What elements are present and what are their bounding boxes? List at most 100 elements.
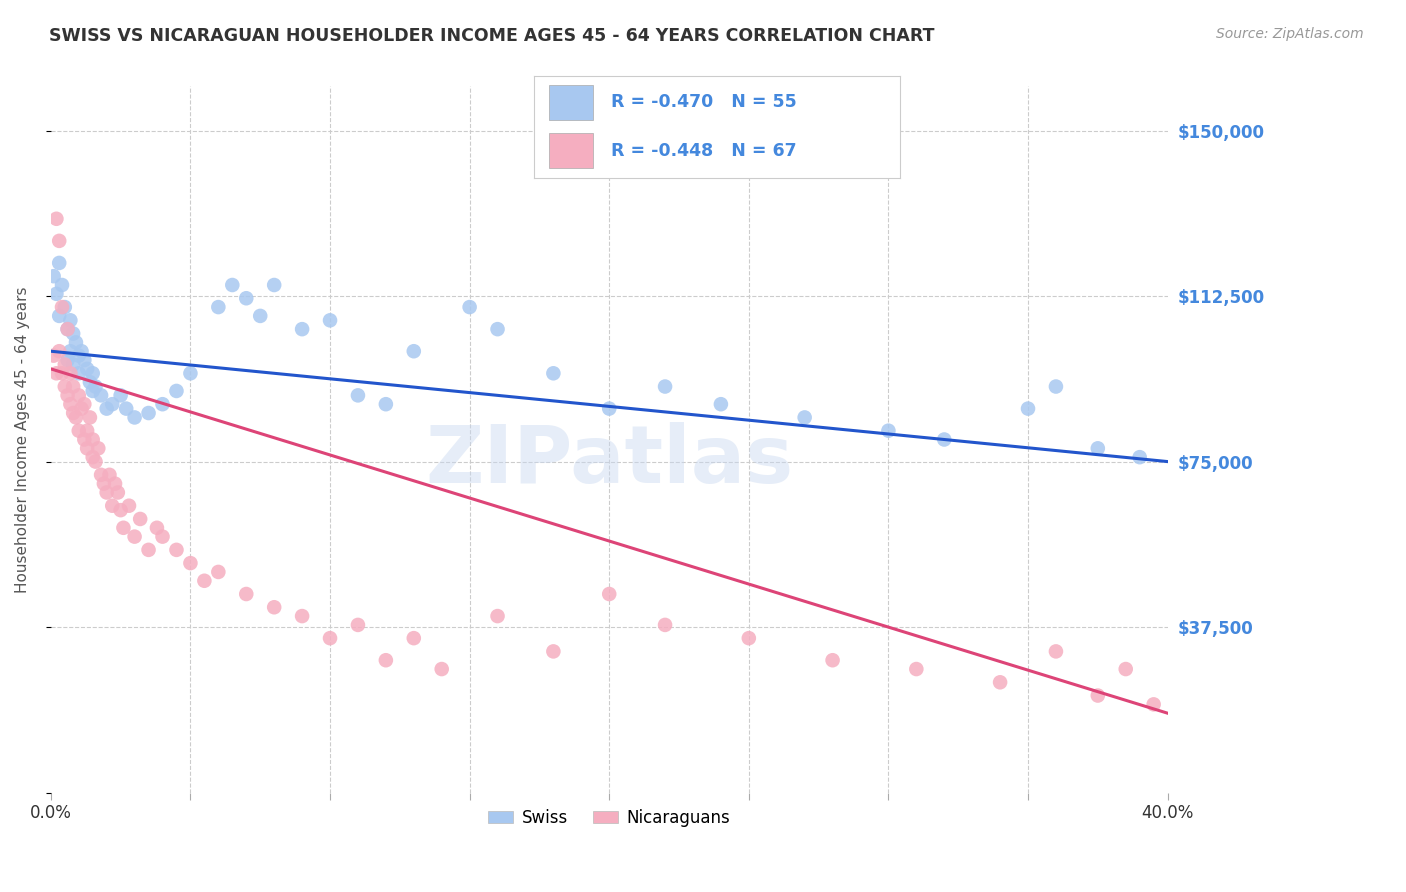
Point (821, 653, 844, 667)
Point (56, 322, 79, 336)
Point (374, 653, 396, 667)
Point (67, 366, 90, 380)
Point (48, 309, 70, 323)
Text: SWISS VS NICARAGUAN HOUSEHOLDER INCOME AGES 45 - 64 YEARS CORRELATION CHART: SWISS VS NICARAGUAN HOUSEHOLDER INCOME A… (49, 27, 935, 45)
Point (598, 401, 620, 416)
Point (152, 530, 174, 544)
Point (221, 278, 243, 293)
Point (543, 366, 565, 380)
Point (48, 256, 70, 270)
Bar (548, 133, 593, 168)
Text: ZIPatlas: ZIPatlas (425, 422, 793, 500)
Point (82, 433, 104, 447)
Point (430, 662, 453, 676)
Point (48, 234, 70, 248)
Point (207, 565, 229, 579)
Point (654, 379, 676, 393)
Point (118, 499, 141, 513)
Point (402, 631, 425, 645)
Point (82, 384, 104, 398)
Point (62, 406, 84, 420)
Point (51, 278, 73, 293)
Point (65, 335, 87, 350)
Point (73, 397, 96, 411)
Point (207, 300, 229, 314)
Point (319, 313, 342, 327)
Point (107, 485, 129, 500)
Point (110, 388, 132, 402)
Point (104, 476, 127, 491)
Point (101, 397, 124, 411)
Point (710, 397, 733, 411)
Point (129, 512, 152, 526)
Point (87, 442, 110, 456)
Point (76, 424, 98, 438)
Point (193, 574, 215, 588)
Point (45, 211, 67, 226)
Point (96, 485, 118, 500)
Point (90, 388, 112, 402)
Point (263, 278, 285, 293)
Point (934, 433, 956, 447)
Point (79, 375, 101, 389)
Point (347, 618, 370, 632)
Point (1045, 379, 1067, 393)
Point (1129, 450, 1152, 465)
Bar (548, 85, 593, 120)
Point (98, 467, 121, 482)
Point (1017, 401, 1039, 416)
Point (458, 300, 481, 314)
Point (42, 269, 65, 284)
Point (79, 410, 101, 425)
Point (877, 424, 900, 438)
Point (82, 366, 104, 380)
Point (45, 366, 67, 380)
Point (235, 587, 257, 601)
Point (179, 556, 201, 570)
Text: Source: ZipAtlas.com: Source: ZipAtlas.com (1216, 27, 1364, 41)
Point (59, 313, 82, 327)
Point (62, 326, 84, 341)
Point (263, 600, 285, 615)
Point (67, 388, 90, 402)
Point (124, 410, 146, 425)
Point (82, 450, 104, 465)
Point (146, 521, 169, 535)
Point (124, 530, 146, 544)
Point (59, 344, 82, 359)
Point (53, 379, 76, 393)
Point (45, 286, 67, 301)
Point (51, 300, 73, 314)
Point (654, 618, 676, 632)
Point (70, 344, 93, 359)
Point (84, 454, 107, 468)
Point (235, 291, 257, 305)
Point (988, 675, 1011, 690)
Point (76, 362, 98, 376)
Point (62, 379, 84, 393)
Point (166, 542, 188, 557)
Point (374, 397, 396, 411)
Point (319, 631, 342, 645)
Point (67, 424, 90, 438)
Point (179, 366, 201, 380)
Point (249, 309, 271, 323)
Point (65, 410, 87, 425)
Point (347, 388, 370, 402)
Point (1115, 662, 1137, 676)
Point (56, 388, 79, 402)
Point (166, 384, 188, 398)
Point (56, 353, 79, 368)
Point (59, 397, 82, 411)
Text: R = -0.448   N = 67: R = -0.448 N = 67 (612, 142, 797, 160)
Point (62, 358, 84, 372)
Point (1143, 698, 1166, 712)
Point (59, 366, 82, 380)
Point (738, 631, 761, 645)
Legend: Swiss, Nicaraguans: Swiss, Nicaraguans (482, 803, 737, 834)
Point (1087, 689, 1109, 703)
Point (53, 300, 76, 314)
Point (110, 503, 132, 517)
Point (67, 349, 90, 363)
Point (93, 476, 115, 491)
